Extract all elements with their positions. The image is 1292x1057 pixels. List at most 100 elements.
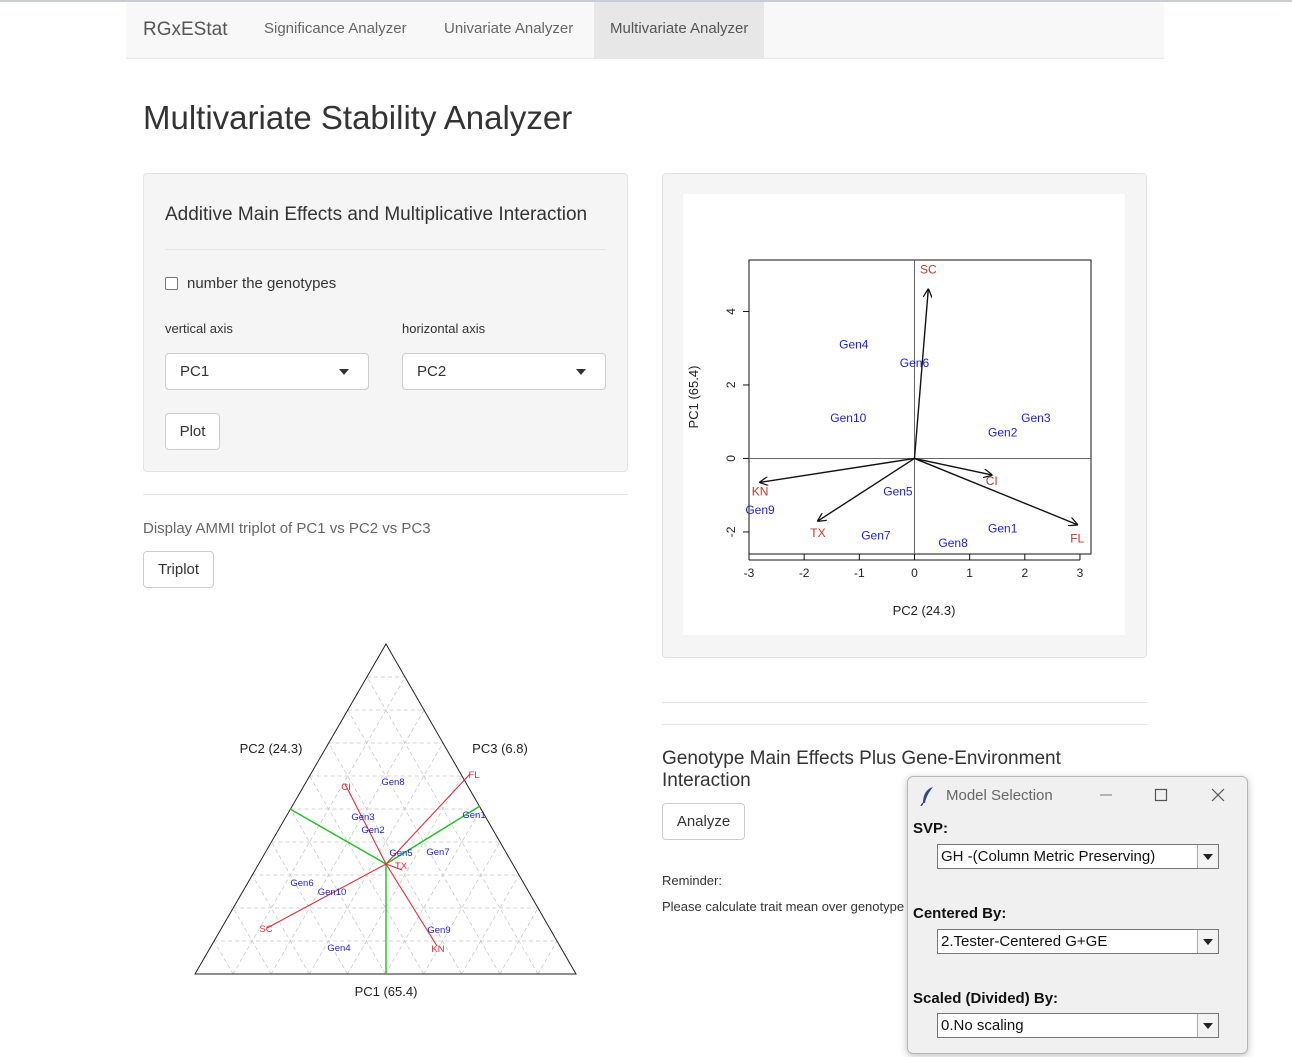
triplot-grid-line [499, 907, 539, 975]
environment-vector [760, 457, 915, 482]
triplot-environment-line [385, 863, 438, 947]
dialog-title: Model Selection [946, 787, 1053, 804]
dropdown-arrow-icon[interactable] [1197, 1014, 1218, 1037]
scaled-by-value: 0.No scaling [941, 1017, 1024, 1034]
genotype-label: Gen4 [839, 338, 869, 352]
centered-by-value: 2.Tester-Centered G+GE [941, 933, 1108, 950]
genotype-label: Gen5 [883, 485, 913, 499]
triplot-grid-line [213, 940, 234, 975]
triplot-lines [266, 773, 481, 974]
triplot-environment-line [385, 863, 403, 871]
triplot-button[interactable]: Triplot [143, 551, 214, 588]
nav-multivariate-analyzer[interactable]: Multivariate Analyzer [594, 2, 765, 58]
ammi-panel [143, 173, 628, 472]
analyze-button[interactable]: Analyze [662, 803, 745, 840]
triplot-genotype-label: Gen5 [389, 848, 412, 859]
triplot-genotype-label: Gen1 [462, 810, 485, 821]
x-tick-label: 2 [1021, 566, 1028, 580]
triplot-environment-label: KN [431, 944, 444, 955]
x-tick-label: 1 [966, 566, 973, 580]
section-divider [143, 494, 628, 495]
y-tick-label: 4 [724, 308, 738, 315]
environment-label: TX [810, 526, 825, 540]
vertical-axis-select[interactable]: PC1 [165, 353, 369, 390]
triplot-genotype-label: Gen9 [427, 925, 450, 936]
ammi-heading: Additive Main Effects and Multiplicative… [165, 204, 588, 225]
model-selection-dialog: Model Selection SVP: GH -(Column Metric … [907, 776, 1248, 1054]
triplot-genotype-label: Gen4 [327, 943, 350, 954]
scaled-by-combobox[interactable]: 0.No scaling [937, 1013, 1219, 1038]
dropdown-arrow-icon[interactable] [1197, 930, 1218, 953]
horizontal-axis-value: PC2 [417, 363, 447, 380]
centered-by-combobox[interactable]: 2.Tester-Centered G+GE [937, 929, 1219, 954]
triplot-axis-segment [289, 808, 387, 865]
triplot-grid-line [290, 808, 386, 975]
triplot-grid-line [537, 940, 558, 975]
section-divider-2 [662, 702, 1147, 703]
page-title: Multivariate Stability Analyzer [143, 99, 573, 136]
y-tick-label: 0 [724, 455, 738, 462]
x-tick-label: 0 [911, 566, 918, 580]
triplot-grid-line [461, 874, 520, 975]
environment-label: FL [1070, 532, 1084, 546]
ammi-triplot: Gen8 Gen3 Gen2 Gen5 Gen7 Gen1 Gen6 Gen10 Gen4 Gen… [194, 642, 577, 999]
genotype-label: Gen3 [1021, 411, 1051, 425]
ammi-divider [165, 249, 606, 250]
dropdown-arrow-icon[interactable] [1197, 845, 1218, 868]
horizontal-axis-select[interactable]: PC2 [402, 353, 606, 390]
gge-heading: Genotype Main Effects Plus Gene-Environm… [662, 748, 1061, 791]
section-divider-3 [662, 724, 1147, 725]
triplot-environment-line [266, 863, 387, 929]
triplot-left-axis-label: PC2 (24.3) [240, 741, 303, 756]
number-genotypes-label[interactable]: number the genotypes [187, 275, 337, 292]
triplot-environment-label: TX [395, 861, 408, 872]
svp-combobox[interactable]: GH -(Column Metric Preserving) [937, 844, 1219, 869]
triplot-genotype-label: Gen7 [426, 847, 449, 858]
reminder-text: Please calculate trait mean over genotyp… [662, 899, 905, 914]
vertical-axis-value: PC1 [180, 363, 210, 380]
plot-button[interactable]: Plot [165, 413, 220, 450]
triplot-genotype-label: Gen6 [290, 878, 313, 889]
number-genotypes-checkbox[interactable] [165, 277, 178, 290]
svp-value: GH -(Column Metric Preserving) [941, 848, 1156, 865]
maximize-icon[interactable] [1153, 787, 1169, 803]
environment-vector [913, 289, 928, 459]
caret-down-icon [576, 369, 586, 375]
triplot-right-axis-label: PC3 (6.8) [472, 741, 528, 756]
environment-label: SC [920, 262, 937, 276]
triplot-grid-line [423, 841, 501, 975]
nav-significance-analyzer[interactable]: Significance Analyzer [264, 20, 407, 37]
triplot-grid-line [347, 709, 501, 975]
x-tick-label: -3 [744, 566, 755, 580]
triplot-grid-line [271, 841, 348, 975]
nav-univariate-analyzer[interactable]: Univariate Analyzer [444, 20, 574, 37]
brand[interactable]: RGxEStat [143, 19, 228, 40]
close-icon[interactable] [1210, 787, 1226, 803]
x-axis-label: PC2 (24.3) [893, 603, 956, 618]
vertical-axis-label: vertical axis [165, 321, 233, 336]
triplot-point-labels: Gen8 Gen3 Gen2 Gen5 Gen7 Gen1 Gen6 Gen10 Gen4 Gen… [259, 770, 485, 955]
environment-vector [818, 457, 915, 520]
minimize-icon[interactable] [1098, 787, 1114, 803]
triplot-grid-line [385, 808, 482, 975]
triplot-environment-label: FL [468, 770, 479, 781]
horizontal-axis-label: horizontal axis [402, 321, 486, 336]
caret-down-icon [339, 369, 349, 375]
genotype-label: Gen8 [938, 536, 968, 550]
environment-vector [914, 457, 1077, 524]
y-axis-label: PC1 (65.4) [686, 366, 701, 429]
triplot-description: Display AMMI triplot of PC1 vs PC2 vs PC… [143, 520, 431, 537]
genotype-label: Gen6 [900, 356, 930, 370]
triplot-grid-line [366, 676, 539, 975]
triplot-genotype-label: Gen8 [381, 777, 404, 788]
triplot-grid-line [232, 907, 272, 975]
scaled-by-label: Scaled (Divided) By: [913, 990, 1059, 1007]
genotype-label: Gen1 [988, 521, 1018, 535]
triplot-environment-line [344, 783, 387, 865]
feather-icon [920, 787, 933, 806]
ammi-biplot: -3 -2 -1 0 1 2 3 -2 0 2 4 PC2 (24.3) PC1 (65.4) SC KN T… [686, 259, 1092, 618]
triplot-axis-segment [385, 805, 481, 865]
window-top-border [0, 0, 1292, 2]
reminder-label: Reminder: [662, 873, 722, 888]
svp-label: SVP: [913, 820, 949, 837]
